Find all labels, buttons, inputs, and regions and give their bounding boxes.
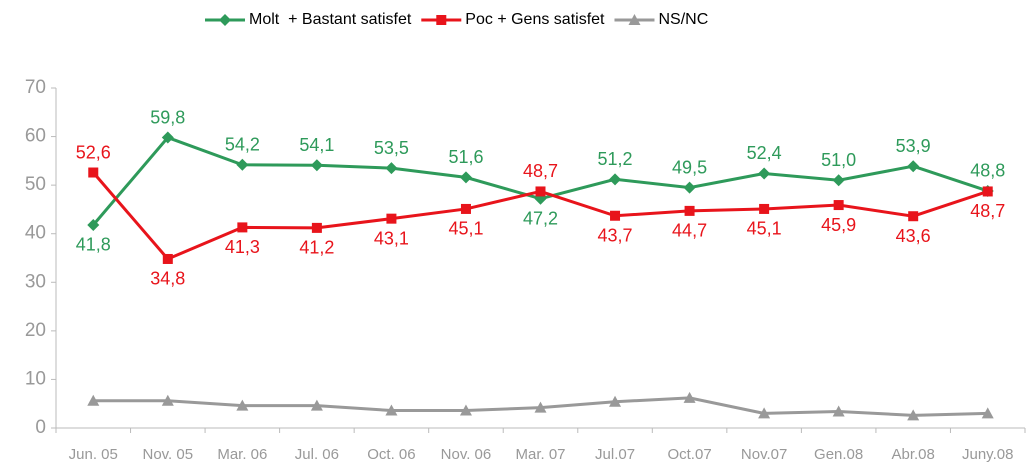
marker [982,186,993,197]
y-tick-label: 20 [25,320,46,341]
x-tick-label: Oct.07 [667,446,711,463]
marker [310,159,323,172]
marker [385,162,398,175]
marker [161,394,174,406]
data-label: 59,8 [150,107,185,127]
legend-label: Molt + Bastant satisfet [249,11,412,28]
marker [610,210,621,221]
y-tick-label: 30 [25,271,46,292]
data-label: 52,4 [747,143,782,163]
y-tick-label: 10 [25,368,46,389]
marker [311,222,322,233]
marker [628,14,641,25]
x-tick-label: Jul.07 [595,446,635,463]
legend-label: Poc + Gens satisfet [465,11,605,28]
data-label: 51,0 [821,150,856,170]
marker [87,394,100,406]
marker [436,15,447,25]
marker [237,222,248,233]
marker [758,167,771,180]
x-tick-label: Gen.08 [814,446,863,463]
marker [907,160,920,173]
marker [161,131,174,144]
marker [386,213,397,224]
data-label: 43,1 [374,228,409,248]
y-tick-label: 0 [35,417,46,438]
marker [236,399,249,411]
x-tick-label: Nov.07 [741,446,787,463]
y-tick-label: 60 [25,126,46,147]
marker [236,158,249,171]
marker [87,218,100,231]
marker [832,174,845,187]
marker [907,409,920,421]
data-label: 45,1 [448,219,483,239]
data-label: 43,6 [896,226,931,246]
data-label: 49,5 [672,157,707,177]
marker [683,391,696,403]
data-label: 51,2 [598,149,633,169]
marker [162,253,173,264]
marker [832,405,845,417]
data-label: 53,9 [896,136,931,156]
marker [684,205,695,216]
x-tick-label: Mar. 06 [217,446,267,463]
data-label: 52,6 [76,142,111,162]
data-label: 43,7 [598,225,633,245]
marker [534,401,547,413]
marker [609,395,622,407]
data-label: 51,6 [448,147,483,167]
marker [535,186,546,197]
data-label: 45,9 [821,215,856,235]
data-label: 48,7 [970,201,1005,221]
marker [219,14,231,26]
marker [908,211,919,222]
x-tick-label: Jun. 05 [69,446,118,463]
data-label: 41,8 [76,235,111,255]
x-tick-label: Nov. 06 [441,446,492,463]
data-label: 54,1 [299,135,334,155]
data-label: 48,8 [970,161,1005,181]
marker [981,407,994,419]
marker [459,404,472,416]
legend-label: NS/NC [658,11,708,28]
data-label: 54,2 [225,134,260,154]
y-tick-label: 50 [25,174,46,195]
data-label: 45,1 [747,219,782,239]
data-label: 34,8 [150,269,185,289]
x-tick-label: Nov. 05 [143,446,194,463]
marker [310,399,323,411]
data-label: 41,3 [225,237,260,257]
data-label: 53,5 [374,138,409,158]
marker [833,200,844,211]
y-tick-label: 70 [25,77,46,98]
data-label: 44,7 [672,221,707,241]
marker [759,203,770,214]
marker [758,407,771,419]
x-tick-label: Mar. 07 [515,446,565,463]
marker [459,171,472,184]
x-tick-label: Oct. 06 [367,446,415,463]
y-tick-label: 40 [25,223,46,244]
marker [88,167,99,178]
data-label: 47,2 [523,208,558,228]
data-label: 41,2 [299,238,334,258]
marker [385,404,398,416]
x-tick-label: Juny.08 [962,446,1013,463]
marker [683,181,696,194]
marker [609,173,622,186]
x-tick-label: Jul. 06 [295,446,339,463]
x-tick-label: Abr.08 [892,446,935,463]
data-label: 48,7 [523,161,558,181]
marker [460,203,471,214]
